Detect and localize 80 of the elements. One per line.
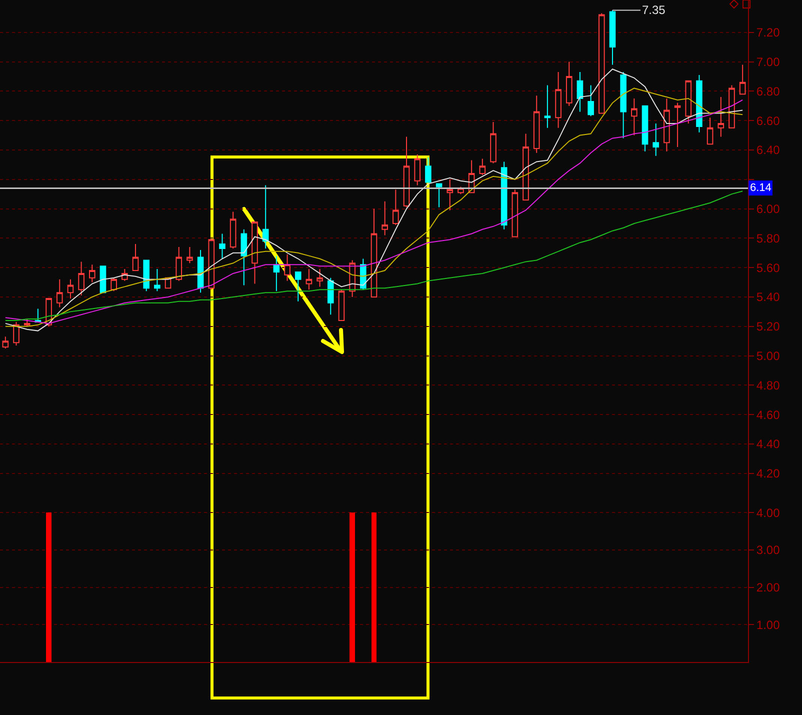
- candlestick: [392, 189, 399, 226]
- candlestick: [370, 208, 378, 298]
- y-tick-label: 5.60: [756, 260, 780, 275]
- y-tick-label: 2.00: [756, 580, 780, 595]
- y-tick-label: 4.60: [756, 408, 780, 422]
- y-tick-label: 5.80: [756, 231, 780, 246]
- candlestick: [143, 260, 150, 292]
- candlestick: [176, 246, 182, 282]
- line-series: [4, 190, 744, 322]
- y-tick-label: 5.20: [756, 320, 780, 334]
- candlestick: [446, 178, 454, 211]
- y-tick-label: 3.00: [756, 543, 780, 558]
- ref-line-label: 6.14: [750, 182, 772, 194]
- y-tick-label: 6.40: [756, 143, 780, 158]
- candlestick: [728, 84, 735, 128]
- candlestick: [67, 278, 74, 299]
- candlestick: [642, 105, 648, 152]
- candlestick: [566, 61, 572, 106]
- candlestick: [284, 254, 290, 282]
- candlestick: [219, 233, 226, 260]
- candlestick: [132, 244, 139, 272]
- candlestick: [403, 136, 410, 208]
- candlestick: [522, 133, 529, 200]
- candlestick: [13, 321, 20, 346]
- candlestick: [696, 74, 702, 133]
- candlestick: [414, 154, 421, 186]
- y-tick-label: 5.40: [756, 290, 780, 304]
- candlestick: [609, 10, 616, 66]
- candlestick: [598, 12, 605, 114]
- candlestick: [2, 336, 9, 349]
- candlestick: [425, 156, 432, 183]
- candlestick: [294, 271, 302, 302]
- candlestick: [479, 158, 486, 176]
- y-tick-label: 7.00: [756, 54, 780, 69]
- candlestick: [78, 261, 84, 296]
- candlestick: [576, 72, 584, 112]
- candlestick: [652, 123, 660, 156]
- candlestick: [327, 277, 334, 316]
- y-tick-label: 4.20: [756, 466, 780, 481]
- candlestick: [685, 80, 692, 124]
- y-tick-label: 6.80: [756, 84, 780, 98]
- candlestick: [739, 64, 746, 95]
- candlestick: [674, 102, 681, 148]
- candlestick: [110, 277, 117, 292]
- y-tick-label: 6.00: [756, 202, 780, 216]
- candlestick: [338, 289, 345, 322]
- candlestick: [154, 268, 160, 292]
- candlestick: [240, 228, 248, 286]
- candlestick: [436, 183, 442, 208]
- y-tick-label: 4.40: [756, 437, 780, 452]
- y-tick-label: 6.60: [756, 114, 780, 128]
- candlestick: [588, 84, 594, 117]
- candlestick: [262, 184, 269, 249]
- candlestick: [544, 84, 551, 128]
- candlestick: [512, 189, 518, 238]
- candlestick: [533, 95, 540, 154]
- candlestick: [24, 318, 30, 327]
- candlestick: [718, 96, 724, 138]
- candlestick: [306, 268, 312, 290]
- candlestick: [382, 200, 388, 236]
- y-tick-label: 4.00: [756, 506, 780, 520]
- y-tick-label: 1.00: [756, 618, 780, 632]
- candlestick: [316, 268, 323, 288]
- candlestick: [186, 246, 193, 264]
- candlestick: [664, 98, 670, 152]
- candlestick: [230, 211, 236, 249]
- y-tick-label: 7.20: [756, 26, 780, 40]
- candlestick: [273, 255, 280, 292]
- y-tick-label: 5.00: [756, 349, 780, 363]
- candlestick: [631, 98, 638, 136]
- candlestick: [252, 222, 258, 284]
- candlestick: [88, 264, 96, 283]
- candlestick: [555, 72, 562, 128]
- candlestick: [706, 117, 714, 145]
- candlestick: [490, 122, 496, 164]
- candlestick: [620, 72, 626, 139]
- candlestick: [208, 239, 215, 290]
- annotation: 7.35: [642, 3, 666, 17]
- candlestick: [56, 278, 63, 308]
- y-tick-label: 4.80: [756, 378, 780, 392]
